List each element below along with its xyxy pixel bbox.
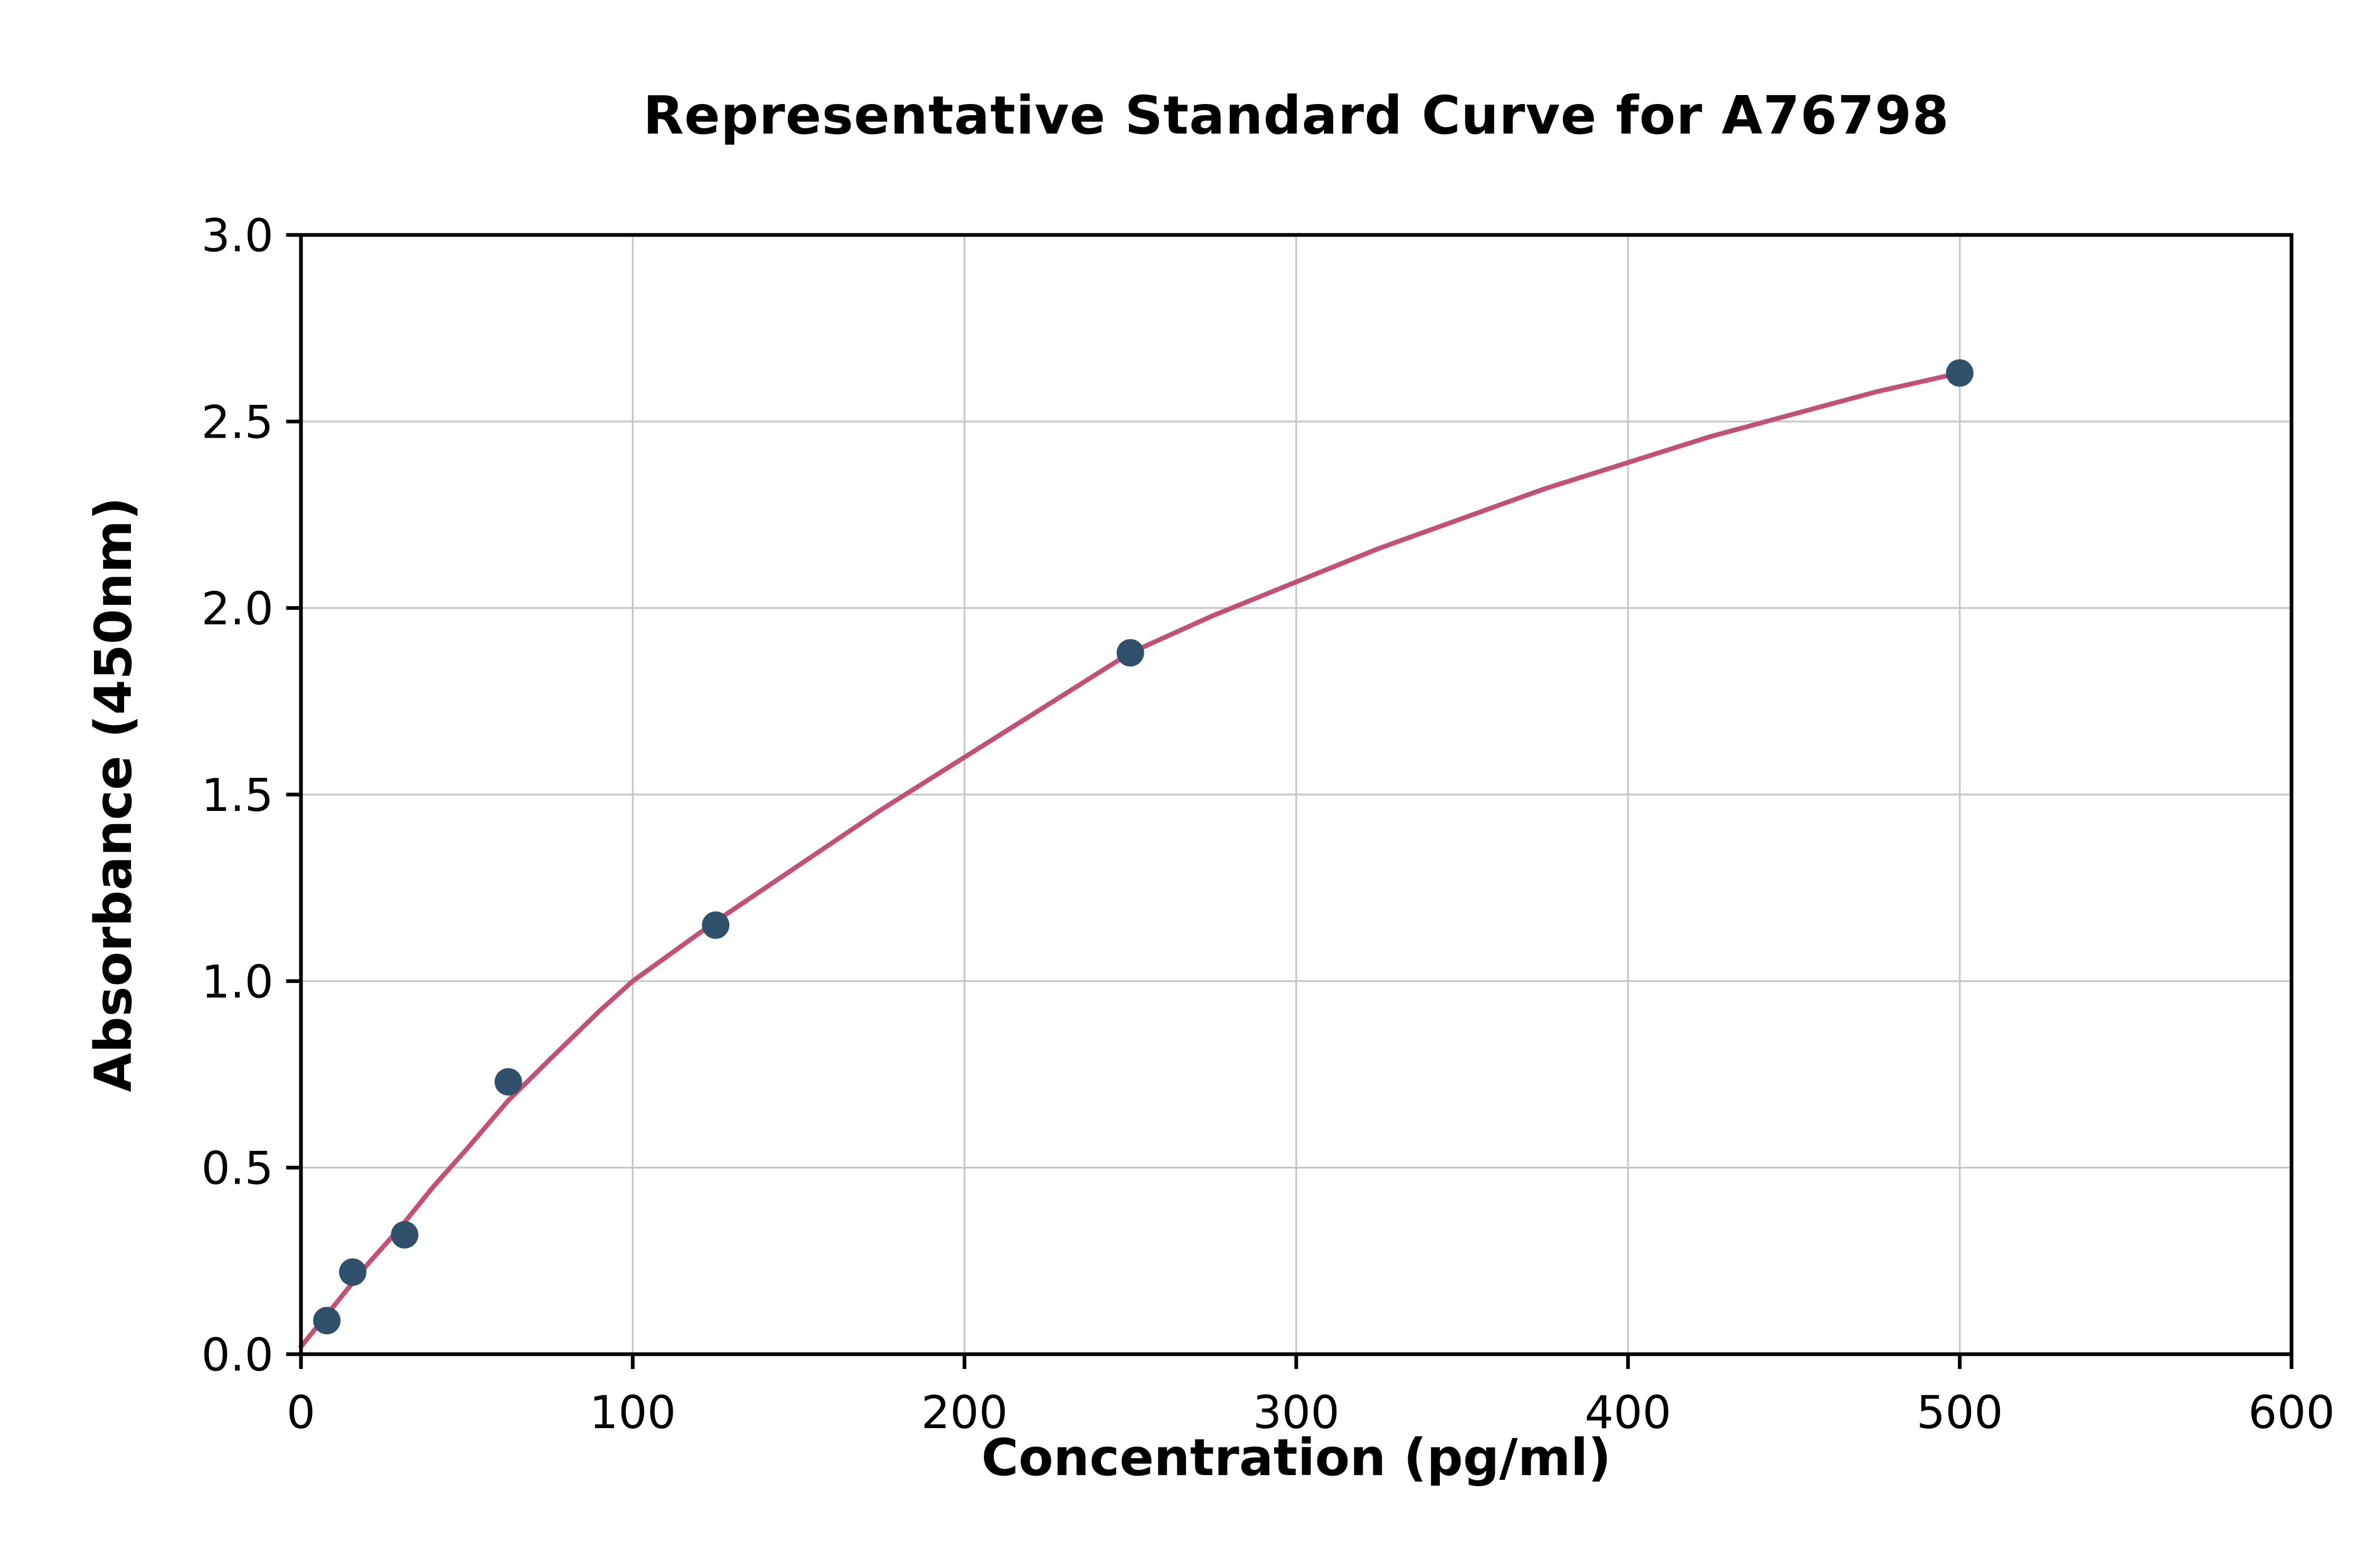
y-tick-label: 1.0 (201, 956, 274, 1008)
x-axis-title: Concentration (pg/ml) (981, 1428, 1611, 1487)
plot-border (299, 233, 2294, 1356)
y-tick-label: 0.0 (201, 1329, 274, 1382)
y-tick-label: 2.5 (201, 396, 274, 449)
fitted-curve (298, 370, 1963, 1349)
x-tick-label: 0 (287, 1386, 316, 1439)
x-tick-label: 200 (921, 1386, 1008, 1439)
y-tick-label: 1.5 (201, 769, 274, 822)
data-point (313, 1307, 341, 1335)
data-point (1946, 359, 1974, 387)
x-tick-label: 300 (1253, 1386, 1340, 1439)
data-point (1116, 639, 1144, 667)
data-point (391, 1221, 419, 1249)
x-tick-label: 400 (1585, 1386, 1671, 1439)
chart-title: Representative Standard Curve for A76798 (643, 84, 1949, 146)
data-point (702, 911, 730, 939)
data-point (339, 1258, 367, 1286)
y-tick-label: 0.5 (201, 1142, 274, 1195)
y-tick-label: 3.0 (201, 210, 274, 262)
x-tick-label: 500 (1917, 1386, 2003, 1439)
x-tick-label: 100 (589, 1386, 676, 1439)
data-point (494, 1068, 522, 1096)
x-tick-label: 600 (2248, 1386, 2335, 1439)
y-tick-label: 2.0 (201, 583, 274, 636)
